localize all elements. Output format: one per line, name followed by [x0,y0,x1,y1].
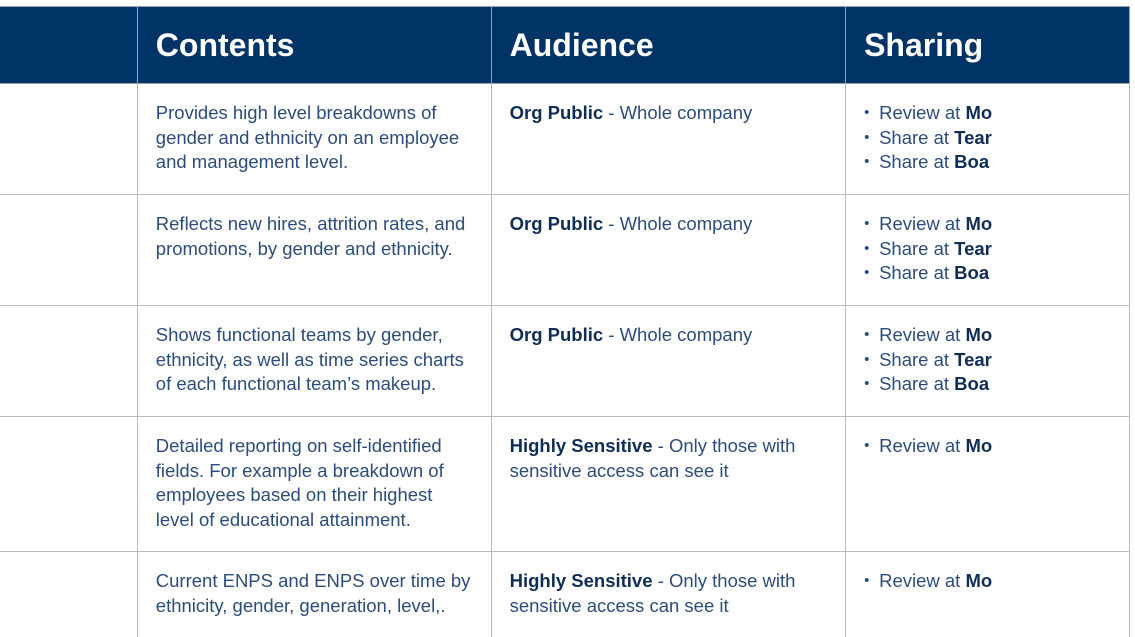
row-name-cell [0,194,138,306]
table-row: Current ENPS and ENPS over time by ethni… [0,551,1130,637]
row-name-cell [0,416,138,552]
sharing-item: Share at Tear [864,126,1111,151]
row-name-cell [0,83,138,195]
audience-description: - Whole company [603,324,753,345]
row-name-cell [0,305,138,417]
sharing-list: Review at Mo Share at Tear Share at Boa [864,101,1111,175]
audience-label: Highly Sensitive [509,435,653,456]
sharing-list: Review at Mo Share at Tear Share at Boa [864,212,1111,286]
audience-label: Highly Sensitive [509,570,653,591]
contents-cell: Current ENPS and ENPS over time by ethni… [136,551,492,637]
audience-description: - Only those with sensitive access can s… [509,435,796,481]
table-header-row: Contents Audience Sharing [0,6,1130,84]
sharing-list: Review at Mo [864,434,1111,459]
contents-cell: Provides high level breakdowns of gender… [136,83,492,195]
audience-label: Org Public [509,102,604,123]
audience-label: Org Public [509,213,604,234]
sharing-item: Share at Tear [864,348,1111,373]
sharing-item: Share at Boa [864,150,1111,175]
header-name-cell [0,6,138,84]
sharing-cell: Review at Mo [845,551,1130,637]
sharing-list: Review at Mo [864,569,1111,594]
sharing-cell: Review at Mo Share at Tear Share at Boa [845,305,1130,417]
sharing-item: Review at Mo [864,101,1111,126]
sharing-item: Share at Tear [864,237,1111,262]
contents-cell: Reflects new hires, attrition rates, and… [136,194,492,306]
audience-description: - Only those with sensitive access can s… [509,570,796,616]
sharing-item: Review at Mo [864,434,1111,459]
row-name-cell [0,551,138,637]
table-row: Reflects new hires, attrition rates, and… [0,194,1130,306]
sharing-cell: Review at Mo Share at Tear Share at Boa [845,194,1130,306]
audience-cell: Highly Sensitive - Only those with sensi… [490,551,847,637]
report-sharing-table: Contents Audience Sharing Provides high … [0,6,1130,637]
sharing-list: Review at Mo Share at Tear Share at Boa [864,323,1111,397]
audience-cell: Org Public - Whole company [490,305,847,417]
table-row: Provides high level breakdowns of gender… [0,83,1130,195]
sharing-item: Review at Mo [864,569,1111,594]
audience-cell: Org Public - Whole company [490,83,847,195]
header-contents: Contents [136,6,492,84]
audience-label: Org Public [509,324,604,345]
audience-cell: Org Public - Whole company [490,194,847,306]
sharing-item: Review at Mo [864,323,1111,348]
table-row: Detailed reporting on self-identified fi… [0,416,1130,552]
sharing-item: Review at Mo [864,212,1111,237]
sharing-cell: Review at Mo Share at Tear Share at Boa [845,83,1130,195]
sharing-cell: Review at Mo [845,416,1130,552]
contents-cell: Detailed reporting on self-identified fi… [136,416,492,552]
contents-cell: Shows functional teams by gender, ethnic… [136,305,492,417]
table-row: Shows functional teams by gender, ethnic… [0,305,1130,417]
sharing-item: Share at Boa [864,261,1111,286]
header-sharing: Sharing [845,6,1130,84]
audience-cell: Highly Sensitive - Only those with sensi… [490,416,847,552]
audience-description: - Whole company [603,102,753,123]
header-audience: Audience [490,6,847,84]
sharing-item: Share at Boa [864,372,1111,397]
audience-description: - Whole company [603,213,753,234]
